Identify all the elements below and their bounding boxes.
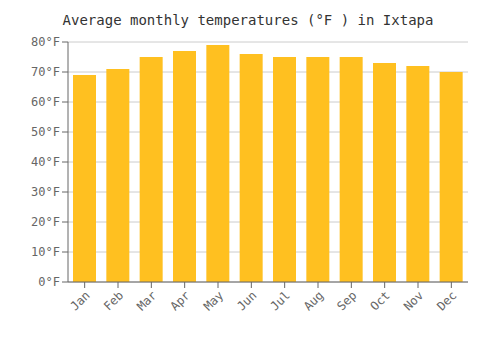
svg-text:30°F: 30°F (31, 185, 60, 199)
svg-text:Aug: Aug (301, 288, 326, 313)
svg-text:10°F: 10°F (31, 245, 60, 259)
svg-text:40°F: 40°F (31, 155, 60, 169)
svg-text:0°F: 0°F (38, 275, 60, 289)
svg-text:Jun: Jun (234, 288, 259, 313)
svg-text:80°F: 80°F (31, 35, 60, 49)
svg-text:Jan: Jan (68, 288, 93, 313)
svg-text:Jul: Jul (268, 288, 293, 313)
svg-text:Dec: Dec (434, 288, 459, 313)
svg-text:Mar: Mar (134, 288, 159, 313)
svg-text:May: May (201, 288, 226, 313)
svg-text:Feb: Feb (101, 288, 126, 313)
svg-text:Nov: Nov (401, 288, 426, 313)
svg-text:60°F: 60°F (31, 95, 60, 109)
svg-text:Apr: Apr (168, 288, 193, 313)
svg-text:70°F: 70°F (31, 65, 60, 79)
svg-text:Oct: Oct (368, 288, 393, 313)
svg-text:Sep: Sep (334, 288, 359, 313)
svg-text:20°F: 20°F (31, 215, 60, 229)
html-text:Average monthly temperatures (: Average monthly temperatures (°F ) in Ix… (62, 12, 434, 28)
svg-text:50°F: 50°F (31, 125, 60, 139)
